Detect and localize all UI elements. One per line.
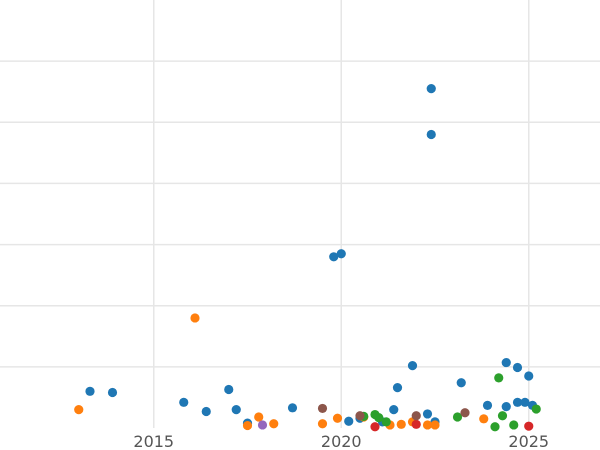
data-point-series-3 [497, 411, 508, 421]
data-point-series-1 [224, 384, 234, 395]
data-point-series-3 [374, 413, 384, 423]
data-point-series-6 [460, 408, 470, 418]
data-point-series-5 [257, 420, 268, 430]
data-point-series-1 [512, 397, 523, 407]
data-point-series-3 [509, 420, 519, 430]
data-point-series-6 [317, 403, 328, 414]
data-point-series-6 [355, 411, 365, 421]
data-point-series-1 [512, 362, 523, 373]
data-point-series-2 [430, 420, 440, 430]
data-point-series-1 [501, 357, 511, 368]
data-point-series-1 [501, 402, 511, 412]
data-point-series-1 [392, 383, 403, 393]
data-point-series-1 [287, 403, 298, 413]
data-point-series-2 [74, 405, 84, 415]
data-point-series-1 [407, 361, 418, 371]
data-point-series-2 [269, 419, 279, 429]
x-tick-label: 2015 [133, 432, 174, 450]
data-point-series-2 [422, 420, 433, 430]
data-point-series-4 [411, 419, 421, 429]
data-point-series-1 [482, 400, 493, 410]
data-point-series-2 [254, 412, 264, 422]
points-layer [74, 84, 541, 432]
data-point-series-1 [179, 397, 189, 407]
data-point-series-4 [524, 421, 534, 431]
data-point-series-1 [336, 249, 346, 259]
data-point-series-1 [344, 416, 354, 426]
data-point-series-3 [531, 404, 541, 414]
data-point-series-6 [411, 411, 421, 421]
data-point-series-2 [317, 419, 328, 429]
data-point-series-1 [107, 387, 118, 398]
data-point-series-1 [201, 406, 211, 417]
x-tick-labels: 2015 2020 2025 [133, 432, 549, 450]
data-point-series-2 [332, 413, 343, 423]
data-point-series-1 [524, 371, 534, 381]
data-point-series-1 [426, 84, 436, 94]
data-point-series-3 [490, 422, 500, 432]
data-point-series-3 [381, 417, 391, 427]
data-point-series-1 [456, 378, 466, 388]
grid-layer [0, 0, 600, 428]
data-point-series-1 [231, 405, 241, 415]
data-point-series-3 [494, 373, 504, 383]
data-point-series-4 [370, 422, 380, 432]
data-point-series-2 [190, 313, 200, 323]
data-point-series-2 [479, 414, 489, 424]
x-tick-label: 2025 [508, 432, 549, 450]
data-point-series-1 [329, 252, 339, 262]
data-point-series-1 [422, 409, 433, 419]
data-point-series-3 [452, 412, 463, 422]
data-point-series-1 [520, 397, 530, 407]
data-point-series-2 [242, 420, 253, 431]
x-tick-label: 2020 [321, 432, 362, 450]
data-point-series-2 [396, 419, 406, 429]
data-point-series-1 [426, 129, 436, 140]
data-point-series-1 [85, 386, 95, 396]
data-point-series-1 [389, 405, 399, 415]
